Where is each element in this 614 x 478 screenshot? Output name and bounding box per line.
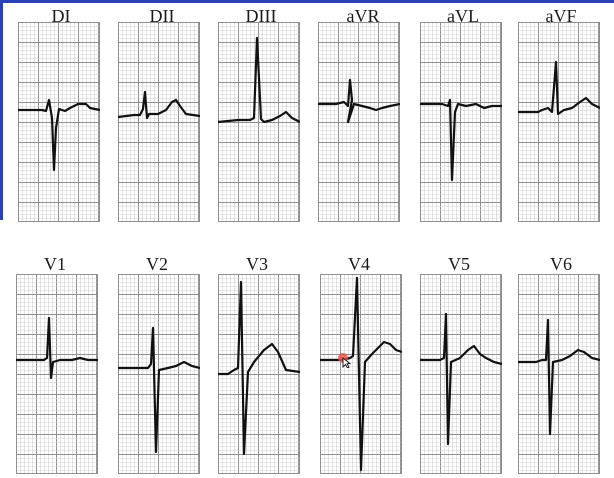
- lead-label-v3: V3: [246, 254, 268, 274]
- ecg-strip-di: [18, 22, 100, 222]
- ecg-trace-v1: [16, 316, 98, 380]
- ecg-trace-v2: [118, 326, 200, 454]
- ecg-strip-avr: [318, 22, 400, 222]
- mouse-pointer-icon: [338, 353, 352, 368]
- ecg-trace-avf: [518, 60, 600, 116]
- lead-label-dii: DII: [149, 6, 175, 26]
- ecg-trace-avr: [318, 78, 400, 124]
- lead-label-v1: V1: [44, 254, 66, 274]
- ecg-trace-dii: [118, 90, 200, 120]
- ecg-strip-v6: [518, 274, 600, 474]
- window-frame-left: [0, 0, 3, 220]
- ecg-trace-di: [18, 98, 100, 172]
- ecg-strip-avf: [518, 22, 600, 222]
- ecg-trace-v6: [518, 318, 600, 436]
- lead-label-di: DI: [51, 6, 71, 26]
- lead-label-v5: V5: [448, 254, 470, 274]
- ecg-strip-v3: [218, 274, 300, 474]
- lead-label-avr: aVR: [346, 6, 380, 26]
- ecg-trace-diii: [218, 36, 300, 124]
- lead-label-avf: aVF: [545, 6, 577, 26]
- ecg-trace-v3: [218, 280, 300, 456]
- ecg-strip-dii: [118, 22, 200, 222]
- ecg-trace-avl: [420, 98, 502, 182]
- ecg-trace-v4: [320, 276, 402, 472]
- lead-label-v4: V4: [348, 254, 370, 274]
- ecg-strip-v4: [320, 274, 402, 474]
- lead-label-v6: V6: [550, 254, 572, 274]
- ecg-strip-v2: [118, 274, 200, 474]
- lead-label-diii: DIII: [245, 6, 277, 26]
- ecg-strip-v5: [420, 274, 502, 474]
- ecg-strip-avl: [420, 22, 502, 222]
- window-frame-top: [0, 0, 614, 3]
- ecg-strip-diii: [218, 22, 300, 222]
- lead-label-v2: V2: [146, 254, 168, 274]
- ecg-trace-v5: [420, 312, 502, 446]
- lead-label-avl: aVL: [447, 6, 479, 26]
- cursor-arrow: [342, 357, 352, 368]
- ecg-strip-v1: [16, 274, 98, 474]
